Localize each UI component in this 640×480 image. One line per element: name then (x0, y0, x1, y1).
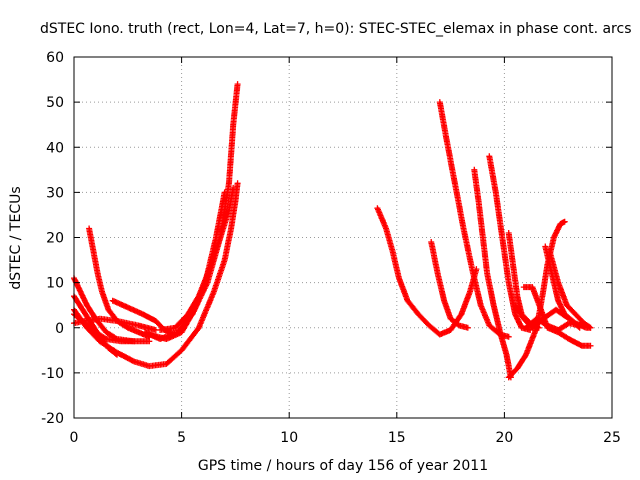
x-axis-ticks: 0 5 10 15 20 25 (70, 57, 621, 446)
x-tick-label: 15 (388, 430, 406, 446)
chart-title: dSTEC Iono. truth (rect, Lon=4, Lat=7, h… (40, 21, 632, 37)
y-tick-label: 10 (46, 276, 64, 292)
data-point-markers (486, 153, 534, 333)
data-point-markers (436, 99, 512, 340)
x-tick-label: 25 (603, 430, 621, 446)
x-tick-label: 5 (177, 430, 186, 446)
x-tick-label: 20 (495, 430, 513, 446)
y-tick-label: 0 (55, 321, 64, 337)
x-tick-label: 10 (280, 430, 298, 446)
data-series (71, 81, 594, 381)
series-arc-13 (436, 99, 512, 340)
y-tick-label: -20 (41, 411, 64, 427)
series-arc-22 (512, 302, 583, 331)
series-arc-11 (374, 205, 480, 338)
series-arc-20 (546, 248, 594, 331)
data-point-markers (157, 184, 237, 333)
data-point-markers (546, 248, 594, 331)
series-arc-14 (471, 166, 514, 381)
series-arc-9 (146, 189, 228, 342)
data-point-markers (512, 302, 583, 331)
y-tick-label: 50 (46, 95, 64, 111)
data-point-markers (146, 189, 228, 342)
x-axis-label: GPS time / hours of day 156 of year 2011 (198, 458, 488, 474)
y-axis-label: dSTEC / TECUs (8, 186, 24, 289)
data-point-markers (374, 205, 480, 338)
x-tick-label: 0 (70, 430, 79, 446)
series-arc-15 (486, 153, 534, 333)
grid-lines (74, 57, 612, 418)
y-tick-label: 40 (46, 140, 64, 156)
data-point-markers (471, 166, 514, 381)
series-arc-12 (428, 239, 471, 331)
y-tick-label: 30 (46, 185, 64, 201)
y-tick-label: 20 (46, 231, 64, 247)
y-tick-label: -10 (41, 366, 64, 382)
y-axis-ticks: -20 -10 0 10 20 30 40 50 60 (41, 50, 612, 427)
y-tick-label: 60 (46, 50, 64, 66)
series-arc-10 (157, 184, 237, 333)
data-point-markers (428, 239, 471, 331)
